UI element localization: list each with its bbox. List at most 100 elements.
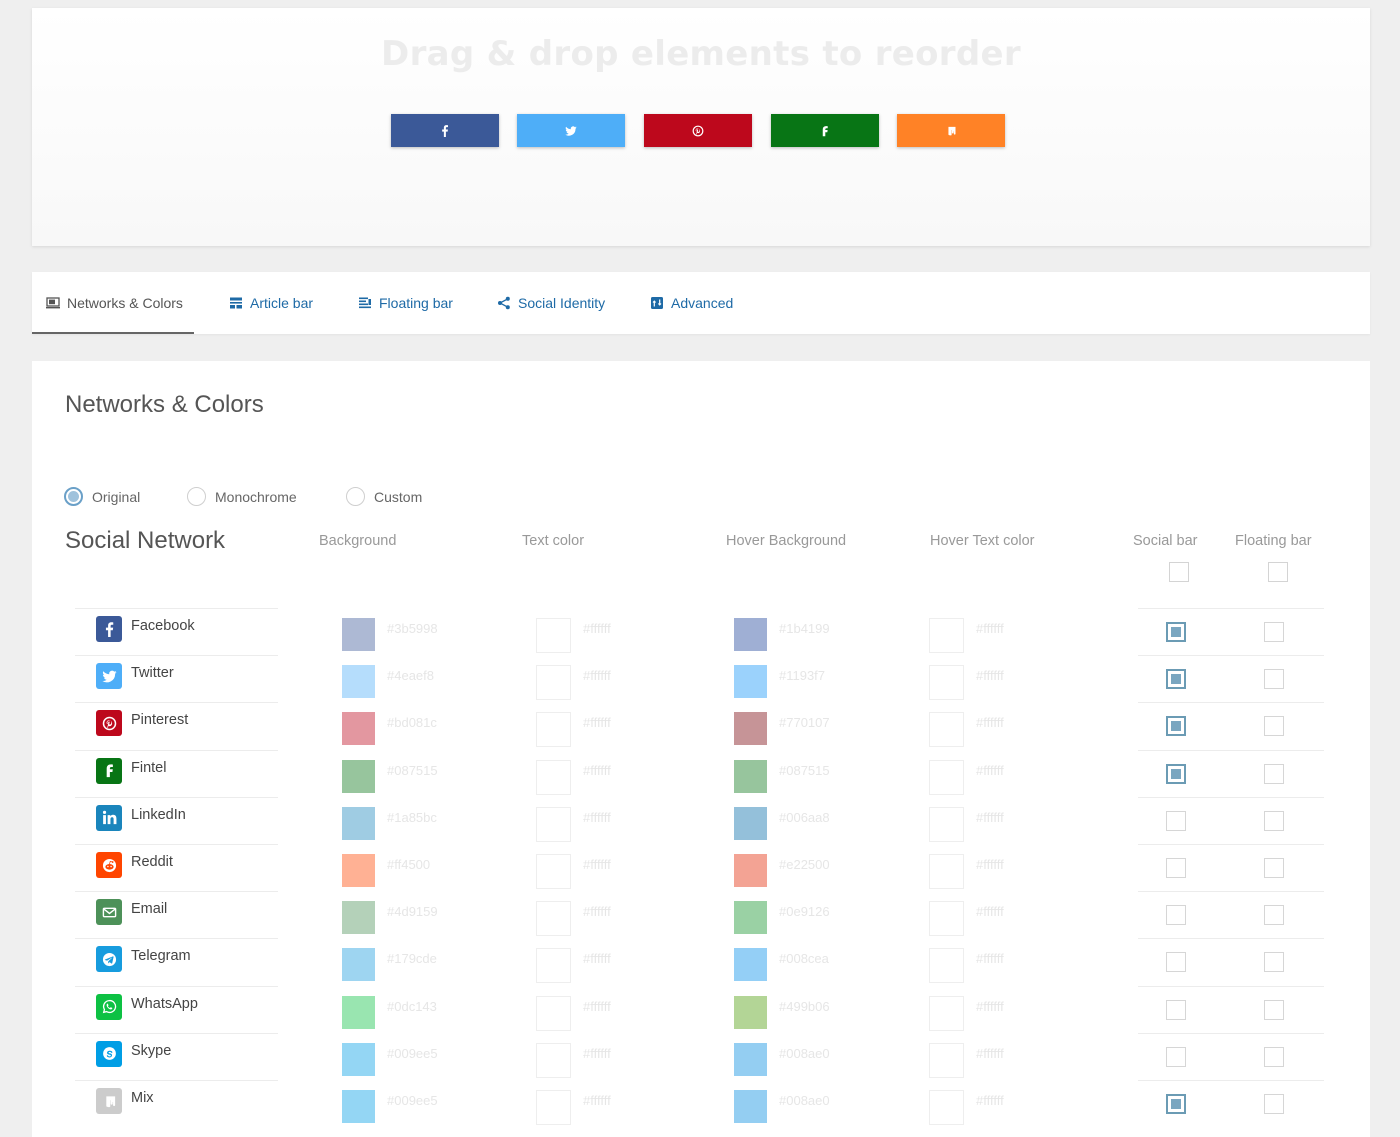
hover-background-value[interactable]: #008ae0 <box>779 1045 830 1061</box>
background-color-swatch[interactable] <box>342 995 375 1029</box>
hover-background-value[interactable]: #006aa8 <box>779 809 830 825</box>
text-color-value[interactable]: #ffffff <box>583 715 611 731</box>
social-bar-checkbox[interactable] <box>1166 622 1186 642</box>
background-color-swatch[interactable] <box>342 806 375 840</box>
text-color-swatch[interactable] <box>536 665 571 701</box>
hover-background-value[interactable]: #087515 <box>779 762 830 778</box>
background-color-value[interactable]: #0dc143 <box>387 998 437 1014</box>
background-color-swatch[interactable] <box>342 1042 375 1076</box>
text-color-swatch[interactable] <box>536 854 571 889</box>
hover-text-color-swatch[interactable] <box>929 665 964 701</box>
floating-bar-checkbox[interactable] <box>1264 763 1284 784</box>
social-bar-checkbox[interactable] <box>1166 669 1186 690</box>
background-color-swatch[interactable] <box>342 854 375 887</box>
hover-text-color-swatch[interactable] <box>929 618 964 653</box>
floating-bar-checkbox[interactable] <box>1264 716 1284 737</box>
text-color-value[interactable]: #ffffff <box>583 621 611 636</box>
background-color-swatch[interactable] <box>342 901 375 935</box>
background-color-value[interactable]: #179cde <box>387 951 437 967</box>
floating-bar-checkbox[interactable] <box>1264 1094 1284 1114</box>
social-bar-checkbox[interactable] <box>1166 1046 1186 1067</box>
floating-bar-checkbox[interactable] <box>1264 858 1284 878</box>
social-bar-checkbox[interactable] <box>1166 1094 1186 1114</box>
hover-background-swatch[interactable] <box>734 759 767 793</box>
text-color-swatch[interactable] <box>536 618 571 653</box>
hover-text-color-swatch[interactable] <box>929 854 964 889</box>
hover-background-swatch[interactable] <box>734 1042 767 1076</box>
text-color-swatch[interactable] <box>536 759 571 795</box>
hover-text-color-swatch[interactable] <box>929 1042 964 1078</box>
hover-background-swatch[interactable] <box>734 806 767 840</box>
hover-text-color-swatch[interactable] <box>929 995 964 1031</box>
hover-text-color-value[interactable]: #ffffff <box>976 1093 1004 1108</box>
hover-background-swatch[interactable] <box>734 901 767 935</box>
floating-bar-checkbox[interactable] <box>1264 999 1284 1020</box>
background-color-swatch[interactable] <box>342 948 375 982</box>
text-color-value[interactable]: #ffffff <box>583 857 611 872</box>
social-bar-checkbox[interactable] <box>1166 858 1186 878</box>
text-color-value[interactable]: #ffffff <box>583 904 611 920</box>
social-bar-checkbox[interactable] <box>1166 810 1186 831</box>
preview-button-twitter[interactable] <box>517 114 625 147</box>
color-mode-monochrome[interactable]: Monochrome <box>187 487 297 506</box>
text-color-value[interactable]: #ffffff <box>583 998 611 1014</box>
floating-bar-checkbox[interactable] <box>1264 1046 1284 1067</box>
background-color-value[interactable]: #4d9159 <box>387 904 438 920</box>
hover-background-swatch[interactable] <box>734 1090 767 1123</box>
text-color-value[interactable]: #ffffff <box>583 809 611 825</box>
hover-text-color-value[interactable]: #ffffff <box>976 762 1004 778</box>
background-color-swatch[interactable] <box>342 712 375 746</box>
floating-bar-checkbox[interactable] <box>1264 952 1284 973</box>
hover-background-value[interactable]: #499b06 <box>779 998 830 1014</box>
hover-text-color-swatch[interactable] <box>929 806 964 842</box>
hover-text-color-swatch[interactable] <box>929 1090 964 1125</box>
background-color-value[interactable]: #087515 <box>387 762 438 778</box>
hover-background-swatch[interactable] <box>734 665 767 699</box>
hover-text-color-value[interactable]: #ffffff <box>976 998 1004 1014</box>
social-bar-checkbox[interactable] <box>1166 905 1186 926</box>
social-bar-checkbox[interactable] <box>1166 999 1186 1020</box>
hover-background-swatch[interactable] <box>734 995 767 1029</box>
hover-text-color-value[interactable]: #ffffff <box>976 668 1004 684</box>
social-bar-checkbox[interactable] <box>1166 716 1186 737</box>
select-all-social-bar-checkbox[interactable] <box>1169 562 1189 582</box>
text-color-swatch[interactable] <box>536 1090 571 1125</box>
hover-text-color-value[interactable]: #ffffff <box>976 809 1004 825</box>
radio-circle[interactable] <box>187 487 206 506</box>
text-color-value[interactable]: #ffffff <box>583 668 611 684</box>
background-color-swatch[interactable] <box>342 665 375 699</box>
text-color-value[interactable]: #ffffff <box>583 1093 611 1108</box>
tab-networks-colors[interactable]: Networks & Colors <box>32 272 194 334</box>
background-color-value[interactable]: #009ee5 <box>387 1093 438 1108</box>
hover-text-color-swatch[interactable] <box>929 712 964 748</box>
floating-bar-checkbox[interactable] <box>1264 810 1284 831</box>
hover-text-color-value[interactable]: #ffffff <box>976 904 1004 920</box>
hover-background-value[interactable]: #1b4199 <box>779 621 830 636</box>
text-color-swatch[interactable] <box>536 901 571 937</box>
background-color-value[interactable]: #4eaef8 <box>387 668 434 684</box>
background-color-value[interactable]: #009ee5 <box>387 1045 438 1061</box>
hover-text-color-swatch[interactable] <box>929 759 964 795</box>
hover-background-swatch[interactable] <box>734 618 767 651</box>
hover-background-value[interactable]: #1193f7 <box>779 668 826 684</box>
text-color-value[interactable]: #ffffff <box>583 1045 611 1061</box>
hover-background-swatch[interactable] <box>734 712 767 746</box>
hover-text-color-swatch[interactable] <box>929 948 964 984</box>
preview-button-fintel[interactable] <box>771 114 879 147</box>
text-color-swatch[interactable] <box>536 1042 571 1078</box>
background-color-value[interactable]: #bd081c <box>387 715 437 731</box>
background-color-value[interactable]: #1a85bc <box>387 809 437 825</box>
preview-button-pinterest[interactable] <box>644 114 752 147</box>
hover-background-value[interactable]: #008cea <box>779 951 829 967</box>
floating-bar-checkbox[interactable] <box>1264 622 1284 642</box>
color-mode-custom[interactable]: Custom <box>346 487 422 506</box>
floating-bar-checkbox[interactable] <box>1264 669 1284 690</box>
tab-social-identity[interactable]: Social Identity <box>497 272 605 334</box>
tab-article-bar[interactable]: Article bar <box>229 272 313 334</box>
text-color-value[interactable]: #ffffff <box>583 951 611 967</box>
preview-button-mix[interactable] <box>897 114 1005 147</box>
hover-background-value[interactable]: #008ae0 <box>779 1093 830 1108</box>
floating-bar-checkbox[interactable] <box>1264 905 1284 926</box>
background-color-swatch[interactable] <box>342 759 375 793</box>
text-color-swatch[interactable] <box>536 712 571 748</box>
